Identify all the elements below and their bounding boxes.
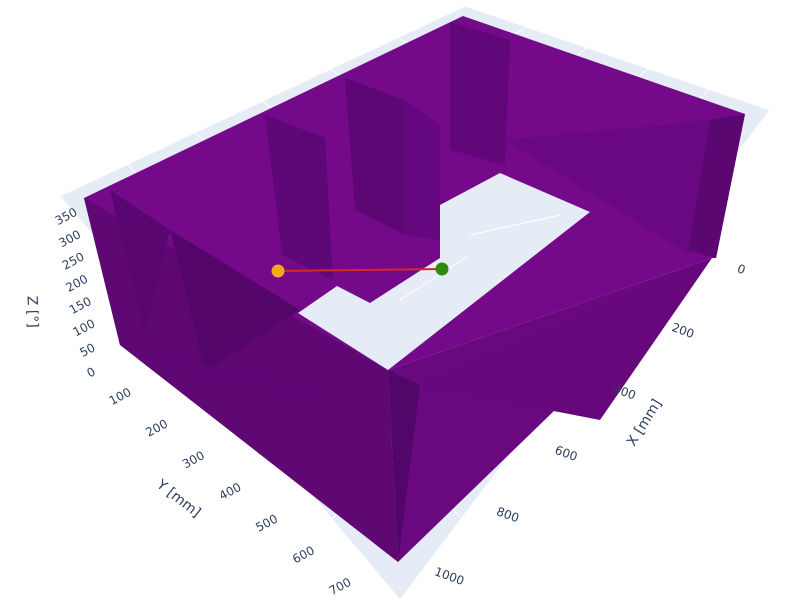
x-tick-label: 200: [670, 320, 696, 341]
y-tick-label: 600: [290, 543, 317, 566]
path-traces: [271, 262, 449, 278]
z-tick-label: 200: [63, 272, 90, 295]
z-tick-label: 100: [71, 316, 98, 339]
wall-shade-2: [170, 230, 300, 372]
z-axis-title: Z [°]: [23, 296, 40, 329]
z-tick-label: 50: [78, 340, 98, 360]
start-point[interactable]: [271, 264, 285, 278]
grid-line: [464, 5, 771, 111]
x-tick-label: 1000: [433, 564, 466, 588]
obstacle-left-face: [84, 198, 398, 562]
x-axis-title: X [mm]: [624, 396, 665, 449]
z-tick-label: 150: [67, 294, 94, 317]
z-tick-label: 300: [56, 227, 83, 250]
x-tick-label: 0: [735, 261, 747, 277]
wall-shade-8: [688, 114, 745, 258]
wall-shade-4: [388, 370, 420, 562]
x-tick-label: 600: [553, 443, 579, 464]
wall-shade-11: [405, 100, 440, 240]
wall-shade-6: [450, 22, 510, 165]
z-tick-label: 250: [60, 249, 87, 272]
goal-point[interactable]: [435, 262, 449, 276]
y-axis-title: Y [mm]: [153, 476, 204, 521]
z-tick-label: 0: [84, 364, 97, 380]
wall-shade-7: [505, 120, 710, 255]
wall-shade-1: [110, 190, 170, 335]
wall-shade-10: [265, 115, 333, 280]
y-tick-label: 500: [253, 512, 280, 535]
y-tick-label: 300: [180, 448, 207, 471]
y-tick-label: 100: [107, 385, 134, 408]
y-tick-label: 400: [217, 480, 244, 503]
y-tick-label: 200: [143, 417, 170, 440]
wall-shade-9: [345, 78, 405, 235]
x-tick-label: 800: [495, 504, 521, 525]
y-tick-label: 700: [327, 575, 354, 598]
x-tick-label: 400: [611, 382, 637, 403]
free-space-grid-1: [399, 254, 471, 301]
wall-shade-3: [120, 345, 388, 410]
wall-shade-5: [420, 258, 712, 420]
obstacle-volume: [84, 16, 745, 562]
path-line: [277, 268, 443, 272]
free-space-grid-2: [469, 214, 561, 236]
